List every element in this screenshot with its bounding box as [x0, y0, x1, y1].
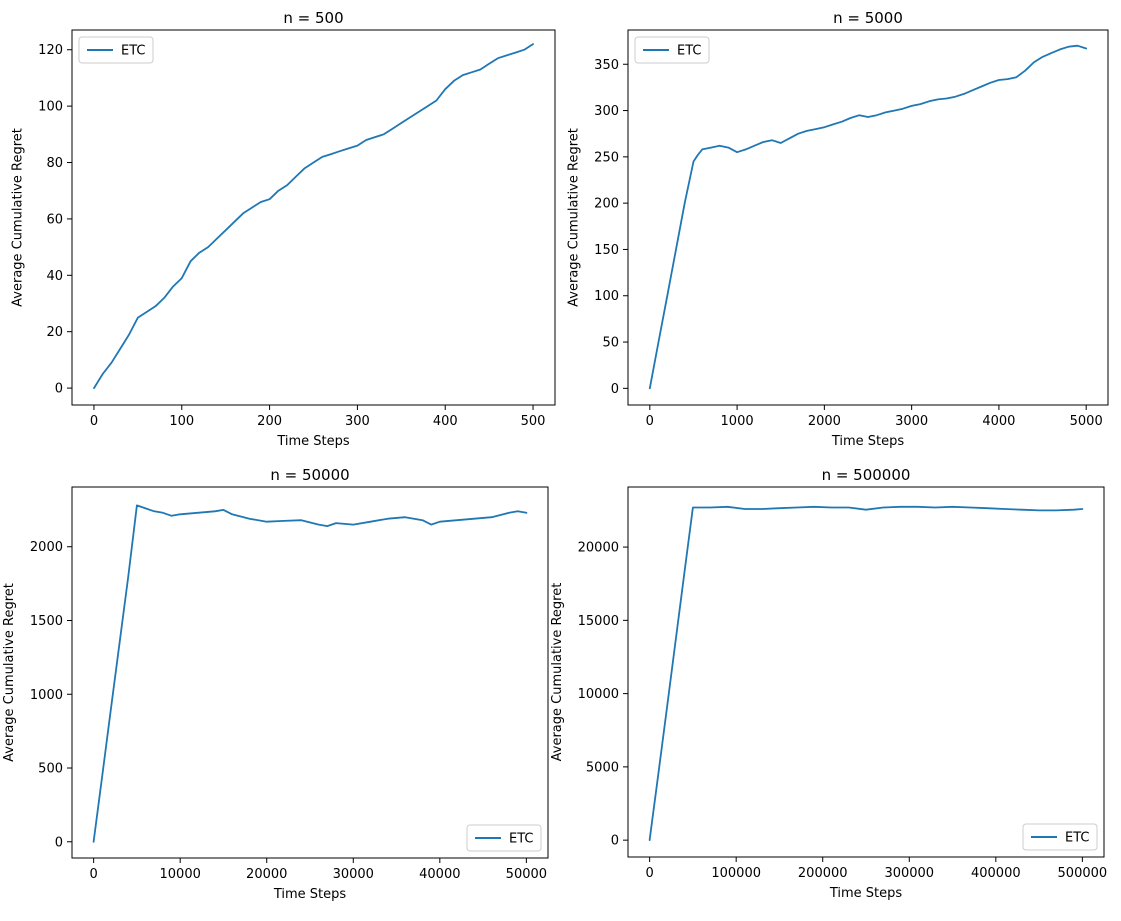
chart-1-title: n = 500: [283, 9, 343, 27]
chart-2-x-tick-label-2: 2000: [808, 414, 841, 429]
chart-1-y-tick-label-6: 120: [38, 43, 63, 58]
chart-1-y-tick-label-4: 80: [46, 156, 63, 171]
chart-2-x-tick-label-4: 4000: [982, 414, 1015, 429]
chart-4-legend: ETC: [1022, 823, 1098, 851]
chart-1-y-tick-label-1: 20: [46, 325, 63, 340]
chart-1-y-tick-label-5: 100: [38, 100, 63, 115]
chart-4-series-line-1: [648, 505, 1084, 841]
chart-4-x-tick-label-1: 100000: [711, 866, 761, 881]
chart-3-series-line-1: [92, 504, 528, 843]
chart-1-y-tick-label-3: 60: [46, 212, 63, 227]
chart-4-y-tick-label-2: 10000: [578, 687, 619, 702]
chart-4-y-axis-label: Average Cumulative Regret: [550, 583, 565, 762]
chart-4-y-tick-label-0: 0: [611, 834, 619, 849]
chart-4-legend-box: [1022, 823, 1098, 851]
chart-4-plot-frame: [627, 486, 1105, 858]
chart-4-x-tick-label-3: 300000: [884, 866, 934, 881]
chart-2-legend: ETC: [634, 36, 710, 64]
chart-4: 0 100000 200000 300000 400000 500000 0 5000 1000…: [550, 466, 1107, 901]
chart-2-x-tick-label-3: 3000: [895, 414, 928, 429]
chart-1-series-line-1: [93, 43, 534, 390]
chart-2-y-tick-label-2: 100: [594, 289, 619, 304]
chart-1-x-tick-label-4: 400: [433, 414, 458, 429]
chart-1-legend-box: [78, 36, 154, 64]
chart-1-plot-frame: [71, 29, 556, 406]
chart-3-x-tick-label-5: 50000: [506, 867, 547, 882]
chart-2-x-tick-label-5: 5000: [1070, 414, 1103, 429]
chart-3-x-tick-label-3: 30000: [333, 867, 374, 882]
chart-2-legend-label: ETC: [677, 44, 701, 59]
chart-2-title: n = 5000: [833, 9, 903, 27]
chart-3-legend: ETC: [466, 824, 542, 852]
chart-2-y-axis-label: Average Cumulative Regret: [566, 128, 581, 307]
chart-2-plot-frame: [627, 29, 1109, 406]
chart-1-x-tick-label-3: 300: [345, 414, 370, 429]
chart-3-y-tick-label-0: 0: [55, 835, 63, 850]
chart-3-legend-box: [466, 824, 542, 852]
chart-3-y-tick-label-1: 500: [38, 762, 63, 777]
chart-2-y-tick-label-1: 50: [602, 336, 619, 351]
chart-1-y-axis-label: Average Cumulative Regret: [10, 128, 25, 307]
chart-4-x-tick-label-5: 500000: [1058, 866, 1108, 881]
chart-2-y-tick-label-7: 350: [594, 58, 619, 73]
chart-1: 0 100 200 300 400 500 0 20 40 60 80 100 120 n = 500 Ti…: [10, 9, 556, 449]
chart-1-x-tick-label-0: 0: [90, 414, 98, 429]
chart-4-title: n = 500000: [822, 466, 911, 484]
chart-1-legend: ETC: [78, 36, 154, 64]
chart-4-x-tick-label-2: 200000: [798, 866, 848, 881]
chart-3-legend-label: ETC: [509, 832, 533, 847]
chart-4-legend-label: ETC: [1065, 831, 1089, 846]
chart-3-y-axis-label: Average Cumulative Regret: [2, 583, 17, 762]
chart-3-x-tick-label-1: 10000: [160, 867, 201, 882]
chart-1-x-tick-label-5: 500: [521, 414, 546, 429]
chart-4-y-tick-label-4: 20000: [578, 541, 619, 556]
chart-3-y-tick-label-4: 2000: [30, 540, 63, 555]
chart-2-y-tick-label-5: 250: [594, 150, 619, 165]
chart-1-y-tick-label-2: 40: [46, 269, 63, 284]
chart-2-y-tick-label-0: 0: [611, 382, 619, 397]
chart-2-x-tick-label-1: 1000: [721, 414, 754, 429]
chart-2-x-axis-label: Time Steps: [831, 434, 905, 449]
chart-2-y-tick-label-6: 300: [594, 104, 619, 119]
chart-4-y-tick-label-3: 15000: [578, 614, 619, 629]
chart-2: 0 1000 2000 3000 4000 5000 0 50 100 150 200 250 300 3…: [566, 9, 1109, 449]
chart-1-x-axis-label: Time Steps: [276, 434, 350, 449]
chart-2-legend-box: [634, 36, 710, 64]
chart-4-x-axis-label: Time Steps: [829, 886, 903, 901]
chart-2-x-tick-label-0: 0: [646, 414, 654, 429]
chart-1-legend-label: ETC: [121, 44, 145, 59]
chart-4-y-tick-label-1: 5000: [586, 760, 619, 775]
chart-3-y-tick-label-2: 1000: [30, 688, 63, 703]
chart-2-y-tick-label-3: 150: [594, 243, 619, 258]
chart-3-x-tick-label-0: 0: [89, 867, 97, 882]
chart-2-series-line-1: [648, 44, 1088, 390]
chart-3: 0 10000 20000 30000 40000 50000 0 500 1000 1500 20…: [2, 466, 549, 902]
chart-1-x-tick-label-1: 100: [169, 414, 194, 429]
chart-3-title: n = 50000: [270, 466, 349, 484]
chart-1-y-tick-label-0: 0: [55, 382, 63, 397]
chart-3-plot-frame: [71, 486, 549, 859]
chart-2-y-tick-label-4: 200: [594, 197, 619, 212]
chart-3-x-tick-label-4: 40000: [419, 867, 460, 882]
chart-3-y-tick-label-3: 1500: [30, 614, 63, 629]
chart-3-x-tick-label-2: 20000: [246, 867, 287, 882]
chart-4-x-tick-label-4: 400000: [971, 866, 1021, 881]
chart-4-x-tick-label-0: 0: [645, 866, 653, 881]
chart-1-x-tick-label-2: 200: [257, 414, 282, 429]
chart-3-x-axis-label: Time Steps: [273, 887, 347, 902]
